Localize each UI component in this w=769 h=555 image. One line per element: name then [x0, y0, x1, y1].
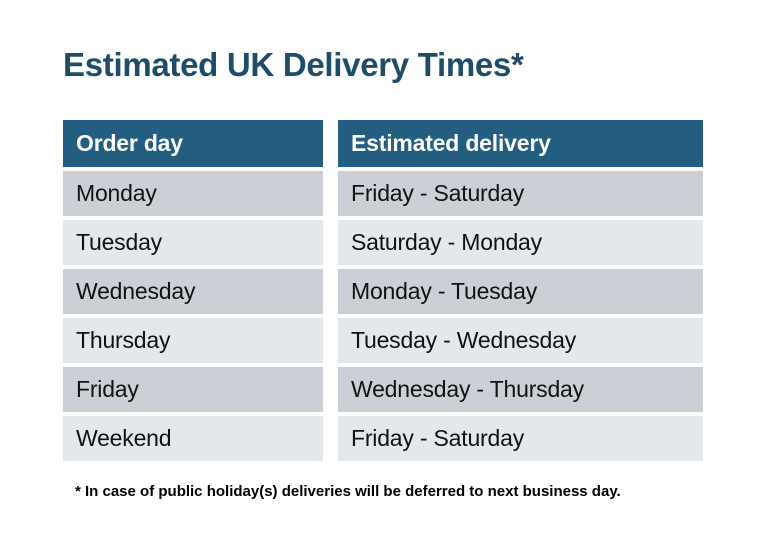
cell-order-day: Wednesday	[63, 269, 323, 314]
cell-order-day: Monday	[63, 171, 323, 216]
header-cell-order-day: Order day	[63, 120, 323, 167]
cell-order-day: Weekend	[63, 416, 323, 461]
page-title: Estimated UK Delivery Times*	[63, 46, 524, 83]
cell-estimated-delivery: Saturday - Monday	[338, 220, 703, 265]
cell-estimated-delivery: Wednesday - Thursday	[338, 367, 703, 412]
delivery-times-table: Order day Estimated delivery Monday Frid…	[63, 120, 703, 461]
cell-estimated-delivery: Friday - Saturday	[338, 416, 703, 461]
cell-estimated-delivery: Monday - Tuesday	[338, 269, 703, 314]
cell-estimated-delivery: Friday - Saturday	[338, 171, 703, 216]
cell-order-day: Friday	[63, 367, 323, 412]
cell-order-day: Tuesday	[63, 220, 323, 265]
cell-order-day: Thursday	[63, 318, 323, 363]
footnote: * In case of public holiday(s) deliverie…	[75, 483, 621, 500]
cell-estimated-delivery: Tuesday - Wednesday	[338, 318, 703, 363]
header-cell-estimated-delivery: Estimated delivery	[338, 120, 703, 167]
